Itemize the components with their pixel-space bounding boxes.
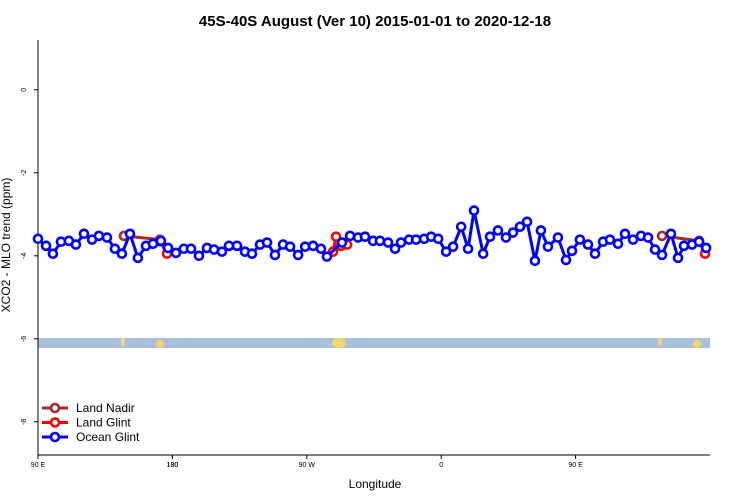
point [93, 230, 105, 242]
legend-marker [49, 402, 61, 414]
land-patch [121, 338, 125, 346]
point [672, 252, 684, 264]
land-patch [156, 340, 164, 348]
point [604, 234, 616, 245]
x-tick-label: 0 [439, 462, 443, 469]
point [649, 244, 661, 255]
point [693, 236, 705, 247]
legend-label: Ocean Glint [76, 430, 140, 444]
point [162, 242, 174, 254]
point [619, 228, 631, 240]
point [700, 242, 712, 254]
point [132, 252, 144, 264]
point [484, 231, 496, 243]
x-tick-label: 90 W [299, 462, 316, 469]
point [447, 241, 459, 252]
point [231, 240, 243, 252]
point [542, 241, 554, 252]
land-mask [38, 338, 710, 348]
point [389, 243, 401, 255]
point [40, 240, 52, 252]
point [492, 225, 504, 236]
point [665, 228, 677, 240]
point [521, 216, 533, 228]
point [315, 243, 327, 255]
y-axis-label: XCO2 - MLO trend (ppm) [0, 178, 13, 313]
x-tick-label: 180 [167, 462, 179, 469]
point [101, 232, 113, 243]
mask-band [38, 338, 710, 348]
point [410, 234, 422, 245]
point [284, 241, 296, 252]
x-axis-label: Longitude [349, 477, 402, 491]
y-tick-label: -8 [21, 419, 28, 425]
point [552, 232, 564, 243]
land-patch [693, 340, 701, 348]
point [612, 238, 624, 250]
point [321, 251, 333, 262]
point [330, 231, 342, 243]
point [47, 248, 59, 260]
point [455, 221, 467, 233]
point [560, 254, 572, 266]
chart-title: 45S-40S August (Ver 10) 2015-01-01 to 20… [199, 13, 551, 30]
point [627, 234, 639, 245]
point [269, 249, 281, 261]
point [78, 228, 90, 240]
point [477, 248, 489, 260]
point [514, 221, 526, 233]
land-patch [332, 338, 346, 348]
point [261, 237, 273, 248]
land-patch [658, 338, 662, 346]
y-tick-label: -4 [21, 253, 28, 259]
point [359, 231, 371, 243]
point [535, 225, 547, 236]
point [507, 227, 519, 238]
point [32, 233, 44, 245]
point [440, 246, 452, 257]
point [193, 250, 205, 262]
point [642, 232, 654, 243]
point [462, 243, 474, 255]
point [374, 235, 386, 247]
point [589, 248, 601, 260]
point [246, 248, 258, 260]
x-tick-label: 180 [167, 462, 179, 469]
point [216, 246, 228, 257]
point [529, 255, 541, 267]
point [468, 205, 480, 216]
point [382, 237, 394, 248]
y-tick-label: -2 [21, 170, 28, 176]
point [500, 232, 512, 243]
point [70, 239, 82, 250]
point [678, 240, 690, 252]
point [336, 237, 348, 248]
legend-marker [49, 431, 61, 443]
point [292, 249, 304, 261]
legend-label: Land Nadir [76, 401, 135, 415]
point [582, 239, 594, 250]
point [109, 243, 121, 255]
legend-label: Land Glint [76, 416, 131, 430]
point [170, 247, 182, 259]
point [656, 249, 668, 261]
point [185, 243, 197, 255]
point [566, 245, 578, 257]
y-tick-label: 0 [21, 88, 28, 92]
point [656, 230, 668, 242]
point [155, 235, 167, 247]
point [432, 233, 444, 245]
x-tick-label: 90 E [568, 462, 583, 469]
legend-marker [49, 417, 61, 428]
point [574, 234, 586, 245]
x-tick-label: 90 E [31, 462, 46, 469]
y-tick-label: -6 [21, 336, 28, 342]
point [124, 228, 136, 240]
point [116, 248, 128, 260]
